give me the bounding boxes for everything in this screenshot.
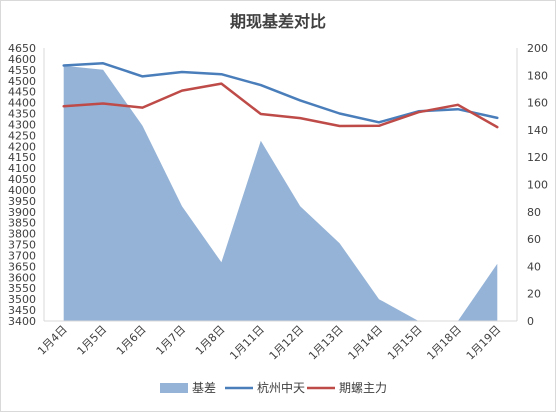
right-axis-tick-label: 100	[527, 179, 548, 192]
right-axis-tick-label: 0	[527, 315, 534, 328]
left-axis-tick-label: 3750	[8, 239, 36, 252]
left-axis-tick-label: 4450	[8, 86, 36, 99]
left-axis-tick-label: 4250	[8, 129, 36, 142]
x-axis-category-label: 1月18日	[424, 323, 464, 363]
right-axis-tick-label: 40	[527, 260, 541, 273]
x-axis-category-label: 1月14日	[346, 323, 386, 363]
legend-label: 期螺主力	[339, 381, 387, 395]
area-layer	[63, 65, 498, 322]
left-axis-tick-label: 4000	[8, 184, 36, 197]
chart-title: 期现基差对比	[230, 12, 326, 31]
legend: 基差 杭州中天 期螺主力	[160, 380, 387, 395]
left-axis-tick-label: 4350	[8, 108, 36, 121]
left-axis-tick-label: 3400	[8, 315, 36, 328]
left-axis-tick-label: 4300	[8, 118, 36, 131]
line-series-futures-rebar-main	[62, 82, 499, 129]
left-axis-tick-label: 3950	[8, 195, 36, 208]
left-axis-tick-label: 4050	[8, 173, 36, 186]
right-axis-tick-label: 180	[527, 69, 548, 82]
axes-layer	[43, 48, 518, 322]
left-axis-tick-label: 3550	[8, 282, 36, 295]
right-axis-tick-label: 80	[527, 206, 541, 219]
left-axis-tick-label: 4150	[8, 151, 36, 164]
right-axis-tick-label: 120	[527, 151, 548, 164]
right-axis-tick-label: 200	[527, 42, 548, 55]
left-axis-tick-label: 3700	[8, 250, 36, 263]
x-axis-category-label: 1月6日	[114, 323, 149, 358]
line-layer	[62, 62, 499, 129]
left-axis-tick-label: 3650	[8, 260, 36, 273]
legend-swatch-area	[160, 383, 188, 393]
x-axis-category-label: 1月11日	[227, 323, 267, 363]
left-axis-tick-label: 4500	[8, 75, 36, 88]
x-axis-category-label: 1月5日	[75, 323, 110, 358]
left-axis-tick-label: 4400	[8, 97, 36, 110]
left-axis-tick-label: 3850	[8, 217, 36, 230]
legend-label: 杭州中天	[257, 380, 305, 395]
left-axis-tick-label: 3600	[8, 271, 36, 284]
left-axis-tick-label: 3450	[8, 304, 36, 317]
left-axis-tick-label: 3800	[8, 228, 36, 241]
left-axis-tick-label: 4100	[8, 162, 36, 175]
right-axis-tick-label: 160	[527, 97, 548, 110]
x-axis-category-label: 1月4日	[35, 323, 70, 358]
left-axis-tick-label: 4550	[8, 64, 36, 77]
x-axis-category-label: 1月15日	[385, 323, 425, 363]
left-axis-tick-label: 3500	[8, 293, 36, 306]
x-axis-category-label: 1月13日	[306, 323, 346, 363]
right-axis-tick-label: 140	[527, 124, 548, 137]
left-axis-tick-label: 3900	[8, 206, 36, 219]
left-axis-tick-label: 4200	[8, 140, 36, 153]
left-axis-tick-label: 4650	[8, 42, 36, 55]
x-axis-category-label: 1月19日	[464, 323, 504, 363]
left-axis-tick-label: 4600	[8, 53, 36, 66]
x-axis-category-label: 1月7日	[153, 323, 188, 358]
right-axis-tick-label: 20	[527, 288, 541, 301]
x-axis-category-label: 1月12日	[267, 323, 307, 363]
legend-label: 基差	[192, 381, 216, 395]
area-series-basis	[63, 65, 498, 321]
x-axis-category-label: 1月8日	[193, 323, 228, 358]
right-axis-tick-label: 60	[527, 233, 541, 246]
